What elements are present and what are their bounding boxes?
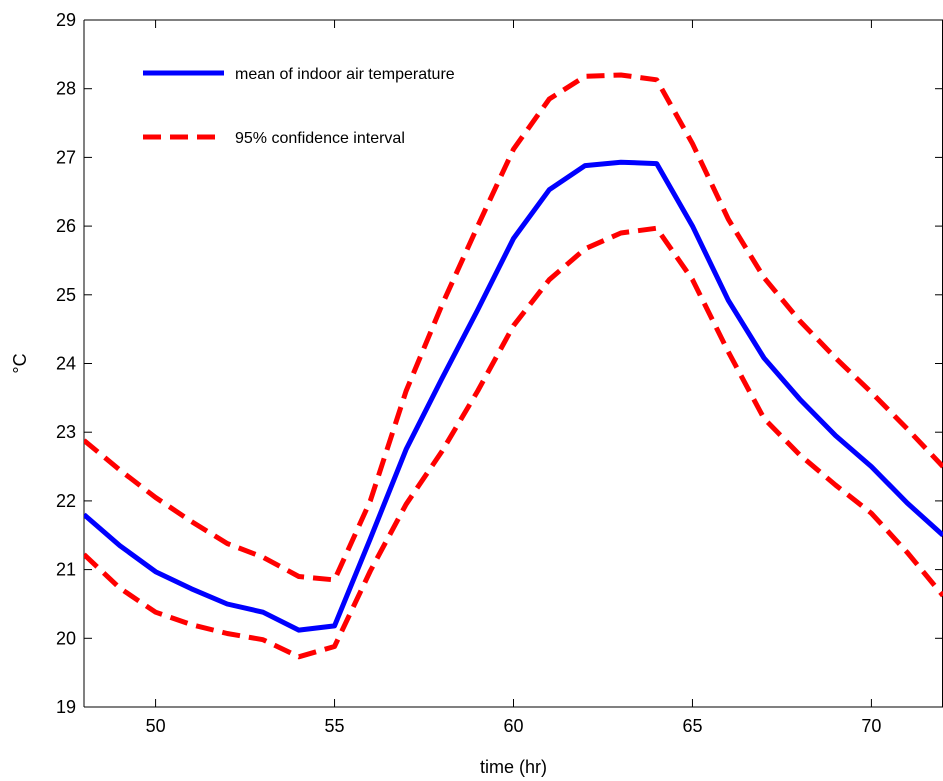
x-tick-label: 70 <box>861 716 881 736</box>
legend: mean of indoor air temperature 95% confid… <box>143 66 455 147</box>
legend-label-mean: mean of indoor air temperature <box>235 66 455 83</box>
x-tick-label: 55 <box>325 716 345 736</box>
y-tick-label: 20 <box>56 628 76 648</box>
y-axis-label: °C <box>10 353 30 373</box>
y-tick-label: 27 <box>56 147 76 167</box>
x-tick-label: 60 <box>503 716 523 736</box>
y-tick-label: 28 <box>56 79 76 99</box>
confidence-lower-line <box>84 225 943 660</box>
y-tick-label: 25 <box>56 285 76 305</box>
legend-label-confidence: 95% confidence interval <box>235 130 405 147</box>
y-tick-label: 23 <box>56 422 76 442</box>
y-tick-label: 21 <box>56 560 76 580</box>
confidence-upper-line <box>84 72 943 583</box>
x-tick-label: 50 <box>146 716 166 736</box>
y-tick-label: 24 <box>56 354 76 374</box>
mean-temperature-line <box>84 159 943 633</box>
y-tick-label: 26 <box>56 216 76 236</box>
plot-area: 19 20 21 22 23 24 25 26 27 28 29 50 55 60 65 70 <box>56 10 943 736</box>
x-tick-label: 65 <box>682 716 702 736</box>
y-tick-label: 19 <box>56 697 76 717</box>
x-axis-label: time (hr) <box>480 757 547 777</box>
y-tick-label: 29 <box>56 10 76 30</box>
y-tick-label: 22 <box>56 491 76 511</box>
